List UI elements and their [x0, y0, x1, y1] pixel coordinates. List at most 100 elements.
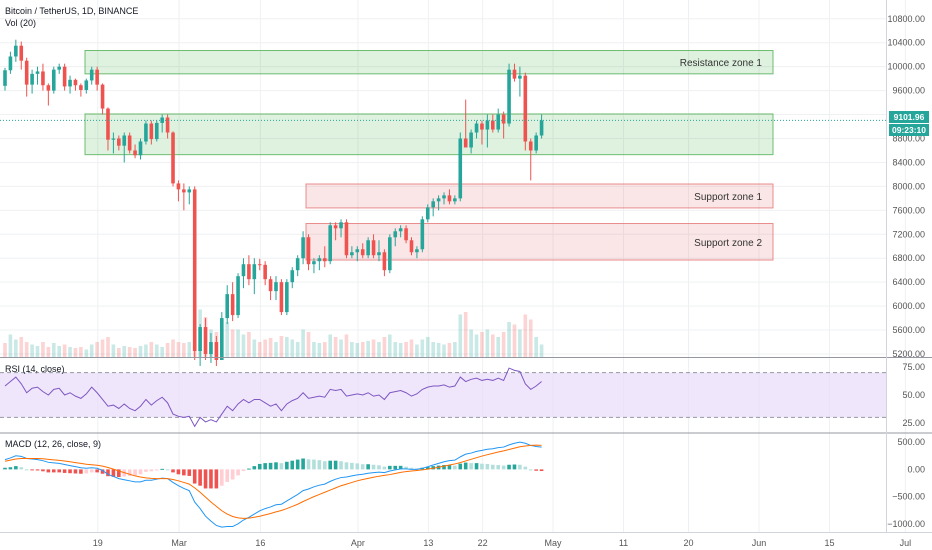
macd-pane — [3, 441, 544, 528]
macd-histogram-bar — [295, 459, 300, 470]
volume-bar — [306, 332, 311, 357]
volume-bar — [501, 332, 506, 357]
candle-body — [350, 252, 354, 256]
macd-histogram-bar — [225, 469, 230, 482]
y-tick-label: 10000.00 — [887, 62, 925, 72]
volume-bar — [84, 349, 89, 357]
candle-body — [425, 207, 430, 220]
macd-histogram-bar — [252, 466, 257, 470]
candle-body — [485, 120, 490, 130]
candle-body — [442, 195, 446, 199]
candle-body — [241, 264, 246, 277]
volume-bars — [3, 309, 544, 357]
macd-histogram-bar — [95, 469, 99, 473]
macd-histogram-bar — [523, 466, 528, 470]
candle-body — [257, 264, 262, 266]
candle-body — [453, 198, 457, 202]
macd-histogram-bar — [100, 469, 105, 474]
volume-bar — [480, 332, 484, 357]
macd-histogram-bar — [111, 469, 116, 477]
candle-body — [203, 327, 208, 355]
macd-histogram-bar — [398, 465, 403, 470]
volume-bar — [176, 342, 181, 357]
y-tick-label: 8000.00 — [892, 181, 925, 191]
volume-bar — [458, 314, 463, 357]
macd-histogram-bar — [404, 466, 408, 470]
macd-histogram-bar — [268, 462, 273, 470]
macd-histogram-bar — [539, 469, 544, 472]
macd-histogram-bar — [382, 466, 387, 470]
volume-bar — [247, 332, 251, 357]
grid — [0, 0, 906, 532]
candle-body — [95, 69, 99, 85]
candle-body — [322, 258, 327, 262]
price-tag-box — [889, 111, 929, 123]
macd-histogram-bar — [84, 469, 89, 474]
volume-bar — [241, 334, 246, 357]
rsi-line — [4, 367, 542, 428]
candle-body — [404, 228, 408, 241]
price-tag-value: 9101.96 — [894, 112, 925, 122]
candle-body — [306, 237, 311, 265]
candle-body — [279, 282, 284, 313]
macd-histogram-bar — [192, 469, 197, 484]
macd-histogram-bar — [257, 463, 262, 470]
x-tick-label: Jul — [900, 538, 912, 548]
candle-body — [133, 150, 137, 156]
candles — [0, 39, 886, 366]
candle-body — [268, 279, 273, 292]
macd-histogram-bar — [62, 469, 67, 473]
volume-bar — [333, 337, 338, 357]
x-tick-label: 19 — [93, 538, 103, 548]
y-tick-label: 6000.00 — [892, 301, 925, 311]
macd-histogram-bar — [247, 468, 251, 470]
candle-body — [165, 117, 170, 133]
volume-bar — [106, 337, 110, 357]
candle-body — [122, 135, 127, 146]
macd-histogram-bar — [214, 469, 219, 489]
volume-bar — [182, 343, 186, 357]
macd-histogram-bar — [285, 461, 289, 470]
macd-tick-label: 500.00 — [897, 437, 925, 447]
macd-histogram-bar — [393, 465, 398, 470]
volume-bar — [62, 344, 67, 357]
macd-histogram-bar — [442, 465, 446, 470]
candle-body — [187, 189, 192, 193]
volume-bar — [122, 346, 127, 357]
candle-body — [301, 237, 305, 259]
volume-bar — [144, 344, 148, 357]
candle-body — [62, 66, 67, 87]
x-tick-label: 20 — [684, 538, 694, 548]
macd-histogram-bar — [317, 460, 322, 470]
x-tick-label: Jun — [752, 538, 767, 548]
volume-bar — [453, 342, 457, 357]
macd-histogram-bar — [198, 469, 202, 486]
candle-body — [333, 225, 338, 229]
volume-bar — [355, 343, 360, 357]
zones: Resistance zone 1 Support zone 1 Support z… — [84, 50, 774, 261]
volume-bar — [257, 342, 262, 357]
x-tick-label: 16 — [255, 538, 265, 548]
candle-body — [263, 264, 267, 280]
candle-body — [117, 138, 121, 146]
volume-bar — [95, 342, 99, 357]
rsi-tick-label: 75.00 — [902, 362, 925, 372]
macd-histogram-bar — [68, 469, 72, 474]
macd-histogram-bar — [474, 463, 479, 470]
macd-histogram-bar — [528, 469, 533, 471]
candle-body — [84, 80, 89, 91]
volume-bar — [518, 329, 522, 357]
macd-histogram-bar — [73, 469, 78, 474]
volume-bar — [469, 329, 473, 357]
candle-body — [377, 252, 381, 256]
macd-histogram-bar — [485, 463, 490, 470]
candle-body — [198, 327, 202, 352]
macd-histogram-bar — [176, 469, 181, 475]
candle-body — [14, 45, 18, 57]
candle-body — [339, 222, 343, 229]
macd-histogram-bar — [133, 469, 137, 476]
zone-label: Support zone 1 — [694, 192, 762, 203]
rsi-tick-label: 50.00 — [902, 390, 925, 400]
candle-body — [539, 120, 544, 136]
